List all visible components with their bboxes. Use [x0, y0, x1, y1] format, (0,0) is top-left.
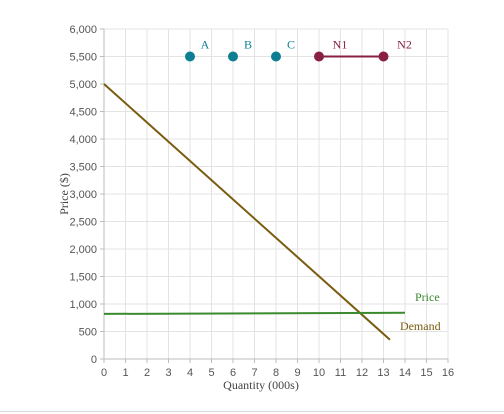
x-tick-label: 4 [187, 367, 193, 379]
point-a-label: A [201, 38, 210, 52]
x-tick-label: 6 [230, 367, 236, 379]
x-tick-label: 13 [377, 367, 389, 379]
x-tick-label: 1 [122, 367, 128, 379]
price-label: Price [415, 290, 440, 304]
x-tick-label: 10 [313, 367, 325, 379]
x-tick-label: 11 [335, 367, 346, 379]
grid [103, 28, 449, 360]
demand-label: Demand [400, 319, 441, 333]
markers[interactable]: A B C N1 N2 [185, 38, 412, 62]
y-tick-label: 3,500 [69, 162, 97, 174]
price-line [103, 311, 406, 315]
y-tick-label: 5,500 [69, 52, 97, 64]
x-tick-label: 16 [442, 367, 454, 379]
point-c-marker[interactable] [271, 51, 281, 62]
y-tick-label: 0 [91, 354, 97, 366]
x-tick-label: 15 [420, 367, 432, 379]
point-c-label: C [287, 38, 295, 52]
series-lines: Demand Price [103, 83, 441, 341]
x-tick-label: 12 [356, 367, 368, 379]
point-n1-marker[interactable] [314, 51, 324, 62]
y-tick-label: 1,000 [69, 299, 97, 311]
x-tick-label: 7 [251, 367, 257, 379]
point-n1-label: N1 [333, 38, 348, 52]
y-tick-label: 1,500 [69, 272, 97, 284]
x-tick-label: 5 [208, 367, 214, 379]
demand-line [103, 83, 391, 341]
x-tick-labels: 0 1 2 3 4 5 6 7 8 9 10 11 12 13 14 15 16 [101, 367, 454, 379]
y-tick-label: 3,000 [69, 189, 97, 201]
y-tick-label: 4,500 [69, 107, 97, 119]
y-tick-label: 500 [79, 327, 97, 339]
y-tick-label: 6,000 [69, 24, 97, 36]
y-tick-label: 2,500 [69, 217, 97, 229]
point-n2-label: N2 [397, 38, 412, 52]
y-axis-label: Price ($) [57, 173, 71, 215]
y-tick-label: 4,000 [69, 134, 97, 146]
x-tick-label: 14 [399, 367, 411, 379]
x-tick-label: 2 [144, 367, 150, 379]
y-tick-label: 2,000 [69, 244, 97, 256]
x-tick-label: 9 [294, 367, 300, 379]
bottom-divider [0, 411, 504, 412]
x-tick-label: 3 [165, 367, 171, 379]
y-tick-label: 5,000 [69, 79, 97, 91]
point-n2-marker[interactable] [378, 51, 389, 62]
x-tick-label: 0 [101, 367, 107, 379]
x-axis-label: Quantity (000s) [223, 378, 299, 392]
point-b-marker[interactable] [228, 51, 238, 62]
point-a-marker[interactable] [185, 51, 195, 62]
y-tick-labels: 0 500 1,000 1,500 2,000 2,500 3,000 3,500 4,000 4… [69, 24, 97, 366]
point-b-label: B [244, 38, 252, 52]
x-tick-label: 8 [273, 367, 279, 379]
